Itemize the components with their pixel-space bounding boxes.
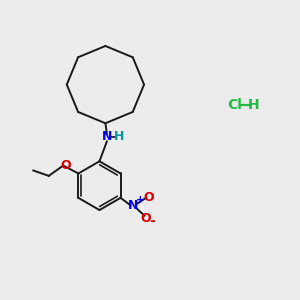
Text: -: - (150, 214, 155, 228)
Text: O: O (144, 191, 154, 204)
Text: H: H (247, 98, 259, 112)
Text: N: N (128, 199, 139, 212)
Text: Cl: Cl (227, 98, 242, 112)
Text: N: N (102, 130, 112, 143)
Text: +: + (136, 195, 144, 205)
Text: O: O (141, 212, 151, 225)
Text: O: O (61, 159, 71, 172)
Text: H: H (114, 130, 124, 143)
